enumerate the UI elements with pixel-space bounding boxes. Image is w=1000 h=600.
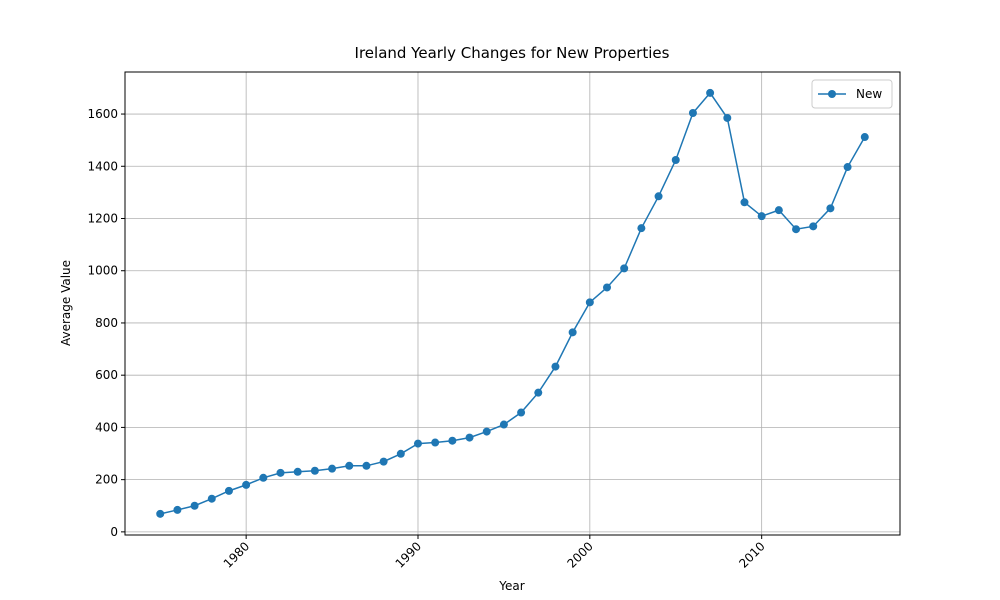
data-point — [568, 328, 577, 337]
y-tick-label: 0 — [110, 525, 118, 539]
data-point — [740, 198, 749, 207]
data-point — [706, 88, 715, 97]
data-point — [448, 436, 457, 445]
x-axis-label: Year — [498, 579, 524, 593]
x-tick-label: 1980 — [221, 539, 252, 570]
data-point — [345, 461, 354, 470]
data-point — [603, 283, 612, 292]
data-point — [585, 298, 594, 307]
data-point — [688, 108, 697, 117]
x-tick-label: 2000 — [564, 539, 595, 570]
data-point — [517, 408, 526, 417]
data-point — [671, 156, 680, 165]
y-tick-label: 800 — [95, 316, 118, 330]
data-point — [156, 509, 165, 518]
data-point — [482, 427, 491, 436]
y-tick-label: 1600 — [87, 107, 118, 121]
data-point — [637, 224, 646, 233]
legend-box — [811, 79, 893, 109]
data-point — [620, 264, 629, 273]
legend-label: New — [856, 87, 882, 101]
data-point — [259, 473, 268, 482]
data-point — [774, 206, 783, 215]
y-tick-label: 200 — [95, 473, 118, 487]
data-point — [224, 486, 233, 495]
data-point — [293, 467, 302, 476]
data-point — [826, 204, 835, 213]
y-axis-label: Average Value — [59, 260, 73, 346]
data-point — [534, 388, 543, 397]
data-point — [499, 420, 508, 429]
y-tick-label: 1000 — [87, 264, 118, 278]
y-tick-label: 1200 — [87, 211, 118, 225]
data-line — [160, 91, 866, 515]
data-point — [190, 501, 199, 510]
data-point — [809, 222, 818, 231]
data-point — [465, 433, 474, 442]
data-point — [276, 468, 285, 477]
data-point — [654, 192, 663, 201]
y-tick-label: 1400 — [87, 159, 118, 173]
y-tick-label: 600 — [95, 368, 118, 382]
y-tick-label: 400 — [95, 420, 118, 434]
data-point — [723, 113, 732, 122]
data-point — [843, 163, 852, 172]
x-tick-label: 2010 — [736, 539, 767, 570]
data-point — [860, 133, 869, 142]
data-point — [362, 461, 371, 470]
data-point — [396, 449, 405, 458]
legend-marker — [828, 90, 836, 98]
data-point — [310, 466, 319, 475]
data-point — [413, 439, 422, 448]
data-point — [207, 494, 216, 503]
data-point — [328, 464, 337, 473]
x-tick-label: 1990 — [393, 539, 424, 570]
data-point — [757, 212, 766, 221]
data-point — [242, 480, 251, 489]
data-point — [173, 505, 182, 514]
data-point — [551, 362, 560, 371]
data-point — [431, 438, 440, 447]
plot-frame — [124, 71, 901, 536]
chart-title: Ireland Yearly Changes for New Propertie… — [355, 44, 670, 62]
data-point — [379, 457, 388, 466]
data-point — [792, 225, 801, 234]
